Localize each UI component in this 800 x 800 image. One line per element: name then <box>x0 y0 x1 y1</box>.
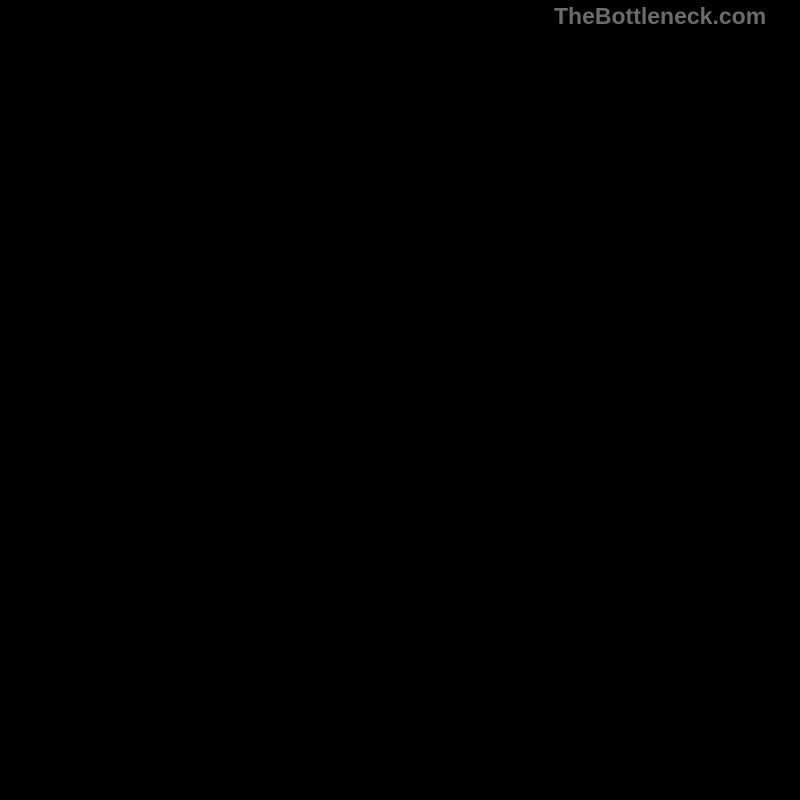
plot-outer-frame <box>0 0 800 800</box>
watermark-text: TheBottleneck.com <box>554 3 766 30</box>
